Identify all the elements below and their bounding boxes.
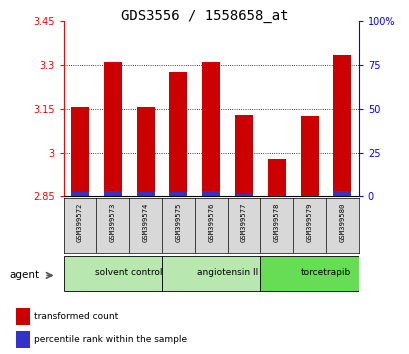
Bar (202, 62, 220, 196)
Bar (267, 195, 285, 196)
Bar (300, 195, 318, 196)
Bar (16, 331, 30, 348)
Text: GSM399578: GSM399578 (273, 202, 279, 242)
Bar (234, 115, 252, 196)
Text: GSM399574: GSM399574 (142, 202, 148, 242)
Text: angiotensin II: angiotensin II (196, 268, 258, 277)
Text: GSM399580: GSM399580 (339, 202, 344, 242)
Text: GSM399576: GSM399576 (208, 202, 213, 242)
Text: GSM399575: GSM399575 (175, 202, 181, 242)
Bar (300, 116, 318, 196)
Bar (103, 191, 121, 196)
Bar (333, 55, 351, 196)
Bar (16, 308, 30, 325)
Bar (169, 192, 187, 196)
Bar (136, 192, 154, 196)
Text: GSM399577: GSM399577 (240, 202, 246, 242)
Bar (234, 194, 252, 196)
Bar (169, 72, 187, 196)
Text: solvent control: solvent control (95, 268, 162, 277)
Bar (202, 191, 220, 196)
Text: GSM399572: GSM399572 (77, 202, 83, 242)
Bar (71, 192, 89, 196)
FancyBboxPatch shape (260, 256, 358, 291)
Bar (103, 62, 121, 196)
FancyBboxPatch shape (63, 256, 162, 291)
FancyBboxPatch shape (162, 256, 260, 291)
Text: GSM399579: GSM399579 (306, 202, 312, 242)
Text: agent: agent (9, 270, 39, 280)
Text: GDS3556 / 1558658_at: GDS3556 / 1558658_at (121, 9, 288, 23)
Bar (267, 159, 285, 196)
Text: percentile rank within the sample: percentile rank within the sample (34, 335, 187, 344)
Text: torcetrapib: torcetrapib (300, 268, 350, 277)
Text: GSM399573: GSM399573 (110, 202, 115, 242)
Bar (333, 191, 351, 196)
Text: transformed count: transformed count (34, 312, 118, 321)
Bar (71, 107, 89, 196)
Bar (136, 107, 154, 196)
